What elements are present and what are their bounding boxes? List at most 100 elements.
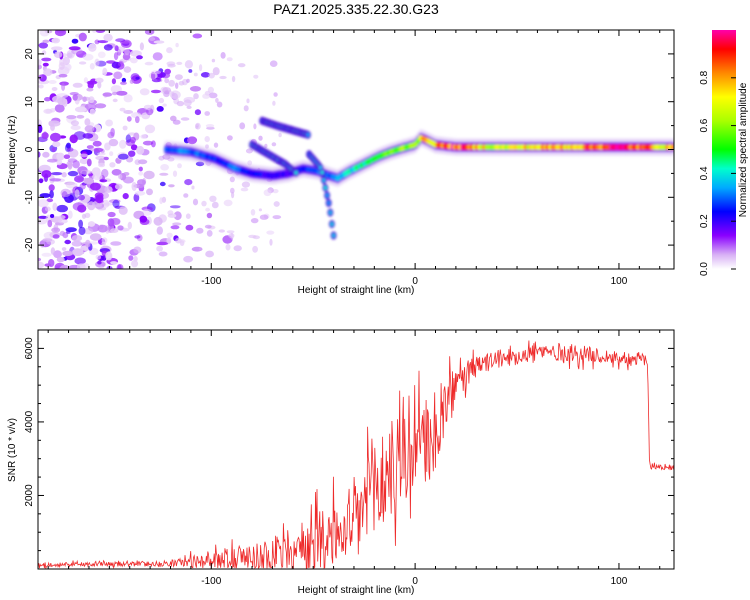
noise-blob xyxy=(237,63,246,68)
noise-blob xyxy=(69,92,79,96)
noise-blob xyxy=(38,261,45,269)
noise-blob xyxy=(97,51,106,59)
noise-blob xyxy=(272,215,282,220)
noise-blob xyxy=(204,111,210,116)
noise-blob xyxy=(59,264,71,269)
colorbar-tick-label: 0.4 xyxy=(699,166,710,180)
noise-blob xyxy=(88,43,97,52)
noise-blob xyxy=(61,247,67,251)
noise-blob xyxy=(159,197,163,205)
noise-blob xyxy=(152,52,163,61)
noise-blob xyxy=(83,227,94,235)
noise-blob xyxy=(44,263,52,267)
snr-y-tick-labels: 2000 4000 6000 xyxy=(24,337,35,507)
noise-blob xyxy=(44,97,51,102)
noise-blob xyxy=(38,178,44,184)
noise-blob xyxy=(111,91,118,96)
noise-blob xyxy=(97,207,107,211)
spectrogram-y-tick-label: 20 xyxy=(24,48,35,60)
noise-blob xyxy=(71,240,83,247)
noise-blob xyxy=(67,170,79,177)
noise-blob xyxy=(272,189,279,194)
noise-blob xyxy=(51,37,60,44)
snr-y-tick-label: 6000 xyxy=(24,337,35,360)
noise-blob xyxy=(38,64,42,70)
noise-blob xyxy=(193,72,198,77)
noise-blob xyxy=(41,170,52,178)
noise-blob xyxy=(95,30,105,33)
noise-blob xyxy=(109,151,114,157)
noise-blob xyxy=(130,57,138,64)
noise-blob xyxy=(70,125,81,131)
spectrogram-ridge xyxy=(163,116,674,240)
noise-blob xyxy=(231,75,236,83)
noise-blob xyxy=(184,179,193,186)
noise-blob xyxy=(118,60,124,67)
noise-blob xyxy=(166,232,173,238)
noise-blob xyxy=(115,38,126,43)
noise-blob xyxy=(278,132,282,138)
noise-blob xyxy=(129,50,142,57)
noise-blob xyxy=(56,152,65,161)
noise-blob xyxy=(172,170,178,177)
noise-blob xyxy=(84,118,91,126)
noise-blob xyxy=(61,172,67,178)
colorbar: 0.0 0.2 0.4 0.6 0.8 Normalized spectral ampl… xyxy=(699,30,749,276)
noise-blob xyxy=(58,62,65,70)
noise-blob xyxy=(82,96,87,102)
noise-blob xyxy=(134,190,146,196)
noise-blob xyxy=(97,260,102,265)
spectrogram-x-tick-labels: -100 0 100 xyxy=(201,276,627,287)
noise-blob xyxy=(137,179,146,186)
noise-blob xyxy=(51,87,58,91)
noise-blob xyxy=(123,94,133,103)
noise-blob xyxy=(53,250,62,259)
spectrogram-ticks xyxy=(38,29,674,270)
noise-blob xyxy=(138,171,144,176)
spectrogram-y-tick-labels: -20 -10 0 10 20 xyxy=(24,48,35,252)
noise-blob xyxy=(178,81,185,86)
noise-blob xyxy=(79,158,89,165)
noise-blob xyxy=(89,182,101,191)
noise-blob xyxy=(229,176,235,183)
noise-blob xyxy=(46,198,54,203)
noise-blob xyxy=(94,103,107,109)
noise-blob xyxy=(103,156,109,161)
noise-blob xyxy=(50,214,55,218)
noise-blob xyxy=(158,214,167,223)
noise-blob xyxy=(160,164,170,171)
noise-blob xyxy=(272,100,276,106)
noise-blob xyxy=(61,82,66,91)
noise-blob xyxy=(230,187,235,194)
spectrogram-y-tick-label: 10 xyxy=(24,96,35,108)
snr-y-tick-label: 4000 xyxy=(24,410,35,433)
noise-blob xyxy=(208,72,215,79)
noise-blob xyxy=(38,124,43,133)
noise-blob xyxy=(176,61,183,65)
noise-blob xyxy=(113,52,119,61)
noise-blob xyxy=(78,61,87,65)
branch-core xyxy=(294,170,298,175)
noise-blob xyxy=(220,52,226,59)
branch-core xyxy=(328,210,332,215)
noise-blob xyxy=(177,239,186,244)
noise-blob xyxy=(38,257,42,262)
noise-blob xyxy=(205,124,215,128)
noise-blob xyxy=(139,88,150,96)
noise-blob xyxy=(133,246,142,254)
noise-blob xyxy=(192,33,203,39)
spectrogram-y-tick-label: -10 xyxy=(24,190,35,205)
noise-blob xyxy=(107,131,115,139)
noise-blob xyxy=(54,51,63,58)
noise-blob xyxy=(48,80,57,84)
noise-blob xyxy=(76,263,86,269)
noise-blob xyxy=(103,44,113,51)
noise-blob xyxy=(233,245,242,252)
noise-blob xyxy=(52,202,58,211)
noise-blob xyxy=(191,185,195,190)
colorbar-ticks: 0.0 0.2 0.4 0.6 0.8 xyxy=(699,70,736,276)
noise-blob xyxy=(241,181,250,188)
noise-blob xyxy=(60,188,71,198)
noise-blob xyxy=(250,218,259,224)
noise-blob xyxy=(269,238,273,246)
